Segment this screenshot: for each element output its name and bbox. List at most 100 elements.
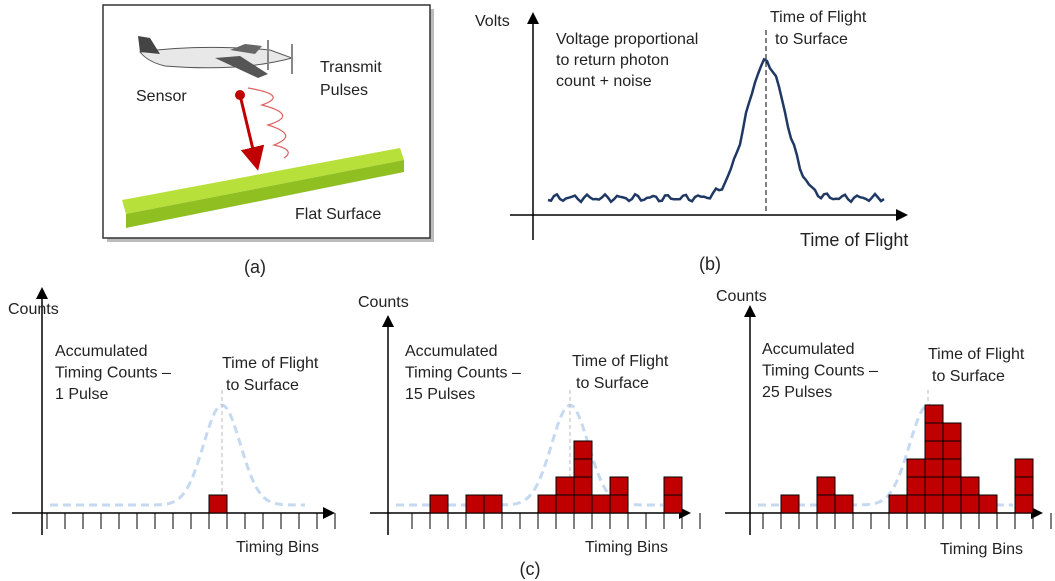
count-square	[483, 494, 503, 514]
peak-label: to Surface	[226, 377, 299, 394]
note: 1 Pulse	[55, 386, 108, 403]
note: Timing Counts –	[762, 363, 878, 380]
peak-label: to Surface	[576, 375, 649, 392]
count-square	[906, 476, 926, 496]
airplane	[138, 36, 294, 78]
caption: (c)	[520, 559, 541, 579]
count-square	[834, 494, 854, 514]
note: Accumulated	[405, 343, 498, 360]
count-square	[816, 494, 836, 514]
panel-c: (c) Counts Accumulated Timing Counts – 1 Pu…	[8, 287, 1052, 579]
count-square	[906, 458, 926, 478]
count-square	[555, 494, 575, 514]
histogram: Counts Accumulated Timing Counts – 15 Pulse…	[358, 294, 701, 556]
peak-label: to Surface	[775, 31, 848, 48]
count-square	[591, 494, 611, 514]
axis-label: Volts	[475, 13, 510, 30]
count-square	[942, 440, 962, 460]
count-square	[906, 494, 926, 514]
bin	[780, 494, 800, 514]
count-square	[573, 440, 593, 460]
label: Pulses	[320, 82, 368, 99]
peak-label: Time of Flight	[572, 353, 669, 370]
axis-label: Time of Flight	[800, 230, 908, 250]
count-square	[573, 476, 593, 496]
count-square	[208, 494, 228, 514]
waveform	[547, 57, 885, 204]
peak-label: to Surface	[932, 368, 1005, 385]
bin	[555, 476, 575, 514]
bin	[609, 476, 629, 514]
axis-label: Timing Bins	[236, 539, 319, 556]
count-square	[1014, 458, 1034, 478]
count-square	[942, 458, 962, 478]
bin	[924, 404, 944, 514]
bin	[978, 494, 998, 514]
count-square	[609, 494, 629, 514]
axis-label: Counts	[8, 301, 59, 318]
count-square	[960, 476, 980, 496]
count-square	[663, 476, 683, 496]
note: Accumulated	[55, 343, 148, 360]
count-square	[1014, 494, 1034, 514]
pulse-arrow	[238, 94, 265, 171]
surface-top	[122, 148, 404, 214]
note: count + noise	[556, 73, 652, 90]
axis-label: Timing Bins	[940, 541, 1023, 558]
count-square	[1014, 476, 1034, 496]
bin	[591, 494, 611, 514]
count-square	[924, 494, 944, 514]
bin	[906, 458, 926, 514]
histogram: Counts Accumulated Timing Counts – 1 Pulse T…	[8, 287, 336, 556]
peak-label: Time of Flight	[222, 355, 319, 372]
note: Voltage proportional	[556, 31, 698, 48]
count-square	[942, 494, 962, 514]
bin	[663, 476, 683, 514]
count-square	[924, 440, 944, 460]
count-square	[573, 458, 593, 478]
count-square	[537, 494, 557, 514]
count-square	[924, 476, 944, 496]
count-square	[780, 494, 800, 514]
note: 25 Pulses	[762, 384, 832, 401]
bin	[960, 476, 980, 514]
label: Sensor	[136, 88, 187, 105]
count-square	[924, 422, 944, 442]
bin	[816, 476, 836, 514]
histogram: Counts Accumulated Timing Counts – 25 Pulse…	[716, 288, 1052, 558]
panel-a: Sensor Transmit Pulses Flat Surface (a)	[102, 4, 434, 277]
peak-label: Time of Flight	[928, 346, 1025, 363]
bin	[465, 494, 485, 514]
count-square	[942, 422, 962, 442]
count-square	[609, 476, 629, 496]
count-square	[663, 494, 683, 514]
note: to return photon	[556, 52, 669, 69]
note: Timing Counts –	[405, 365, 521, 382]
axis-label: Timing Bins	[585, 539, 668, 556]
bin	[834, 494, 854, 514]
count-square	[573, 494, 593, 514]
count-square	[978, 494, 998, 514]
axis-label: Counts	[716, 288, 767, 305]
axis-label: Counts	[358, 294, 409, 311]
count-square	[924, 458, 944, 478]
count-square	[960, 494, 980, 514]
bin	[888, 494, 908, 514]
count-square	[942, 476, 962, 496]
bin	[573, 440, 593, 514]
label: Flat Surface	[295, 206, 381, 223]
bin	[208, 494, 228, 514]
count-square	[465, 494, 485, 514]
panel-b: Volts Voltage proportional to return pho…	[475, 9, 908, 274]
note: Timing Counts –	[55, 365, 171, 382]
count-square	[555, 476, 575, 496]
pulse-wave	[247, 87, 289, 159]
label: Transmit	[320, 59, 382, 76]
bin	[429, 494, 449, 514]
bin	[942, 422, 962, 514]
bin	[1014, 458, 1034, 514]
bin	[483, 494, 503, 514]
count-square	[924, 404, 944, 424]
bin	[537, 494, 557, 514]
